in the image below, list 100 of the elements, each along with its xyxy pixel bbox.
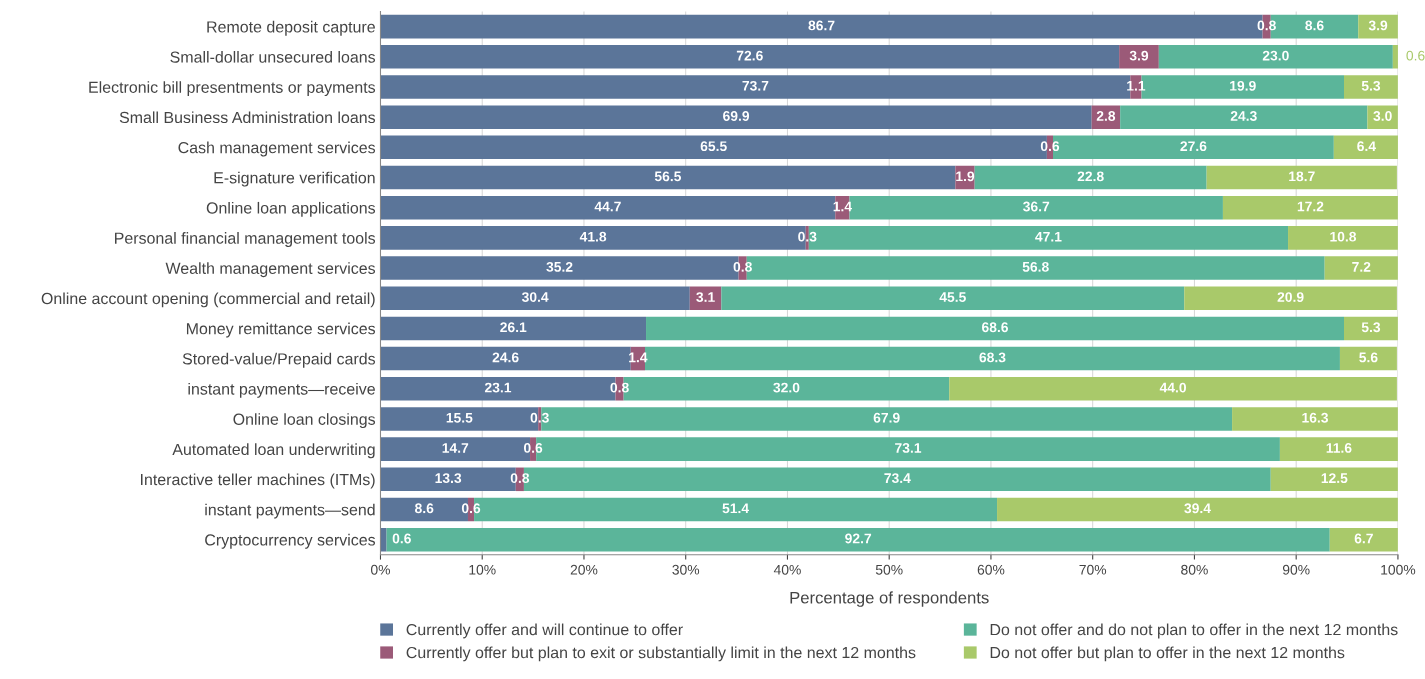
data-label: 0.8	[733, 261, 752, 272]
data-label: 36.7	[1023, 201, 1050, 212]
x-tick-label: 0%	[370, 564, 391, 575]
data-label: 44.0	[1159, 382, 1187, 393]
data-label: 39.4	[1184, 503, 1211, 514]
data-label: 73.7	[742, 80, 769, 91]
data-label: 65.5	[700, 141, 727, 152]
data-label: 15.5	[446, 412, 473, 423]
data-label: 10.8	[1330, 231, 1357, 242]
bar	[380, 105, 1092, 129]
bar	[380, 316, 647, 341]
data-label: 2.8	[1096, 111, 1116, 121]
data-label: 0.6	[1040, 141, 1060, 152]
data-label: 8.6	[415, 503, 434, 514]
y-tick-label: Cash management services	[178, 141, 376, 157]
x-tick-label: 80%	[1181, 564, 1208, 575]
bar	[380, 527, 387, 552]
legend-label: Do not offer and do not plan to offer in the next 12 months	[990, 623, 1398, 639]
bar	[1279, 437, 1398, 461]
data-label: 5.6	[1359, 352, 1378, 363]
data-label: 67.9	[873, 412, 900, 423]
data-label: 35.2	[546, 261, 573, 272]
data-label: 6.4	[1357, 141, 1376, 152]
data-label: 12.5	[1321, 473, 1348, 484]
bar	[1288, 226, 1398, 250]
data-label: 26.1	[500, 322, 527, 333]
y-tick-label: Money remittance services	[186, 322, 376, 338]
data-label: 3.9	[1129, 50, 1149, 61]
x-axis-title: Percentage of respondents	[790, 591, 989, 607]
data-label: 0.6	[523, 443, 543, 453]
data-label: 0.3	[530, 412, 549, 423]
data-label: 73.1	[895, 443, 922, 453]
data-label: 73.4	[884, 473, 911, 484]
legend-label: Currently offer and will continue to offer	[406, 623, 683, 639]
data-label: 45.5	[939, 292, 966, 302]
bar	[1270, 467, 1398, 492]
data-label: 0.8	[610, 382, 629, 393]
data-label: 6.7	[1354, 533, 1373, 544]
data-label: 0.8	[1257, 20, 1276, 31]
data-label: 14.7	[442, 443, 469, 453]
data-label: 5.3	[1361, 322, 1381, 333]
bar	[1339, 346, 1397, 371]
y-tick-label: Online account opening (commercial and retail)	[41, 292, 375, 308]
x-tick-label: 60%	[977, 564, 1005, 575]
x-tick-label: 90%	[1282, 564, 1310, 575]
legend-label: Currently offer but plan to exit or substantially limit in the next 12 months	[406, 646, 916, 662]
x-tick-label: 100%	[1381, 564, 1416, 575]
y-tick-label: Automated loan underwriting	[172, 443, 375, 459]
bar	[949, 377, 1397, 401]
data-label: 0.3	[798, 231, 817, 242]
data-label: 72.6	[736, 50, 763, 61]
y-tick-label: Online loan applications	[206, 201, 376, 217]
data-label: 68.6	[982, 322, 1009, 333]
y-tick-label: Personal financial management tools	[115, 232, 376, 247]
data-label: 56.5	[654, 171, 682, 182]
data-label: 23.0	[1262, 50, 1289, 61]
data-label: 69.9	[723, 111, 750, 121]
bar	[646, 316, 1344, 341]
bar	[1206, 165, 1397, 190]
data-label: 16.3	[1302, 412, 1329, 423]
bar	[689, 286, 722, 310]
data-label: 13.3	[435, 473, 462, 484]
y-tick-label: Small Business Administration loans	[119, 111, 376, 124]
bar	[1232, 407, 1398, 431]
bar	[1119, 45, 1159, 69]
bar	[721, 286, 1185, 310]
data-label: 86.7	[808, 20, 835, 31]
y-tick-label: Online loan closings	[233, 413, 376, 429]
data-label: 56.8	[1022, 261, 1049, 272]
data-label: 30.4	[521, 292, 549, 302]
data-label: 47.1	[1035, 231, 1062, 242]
data-label: 0.6	[392, 533, 411, 544]
bar	[1222, 195, 1398, 220]
bar	[1324, 256, 1398, 280]
data-label: 3.0	[1373, 111, 1392, 121]
data-label: 32.0	[773, 382, 800, 393]
data-label: 44.7	[594, 201, 621, 212]
bar	[386, 527, 1330, 552]
bar	[380, 165, 956, 190]
y-tick-label: Interactive teller machines (ITMs)	[141, 473, 375, 489]
data-label: 24.3	[1230, 111, 1257, 121]
y-tick-label: Stored-value/Prepaid cards	[182, 352, 376, 368]
data-label: 7.2	[1352, 261, 1371, 272]
data-label: 23.1	[484, 382, 512, 393]
bar	[974, 165, 1207, 190]
y-tick-label: Cryptocurrency services	[205, 533, 376, 549]
data-label: 8.6	[1305, 20, 1324, 31]
data-label: 20.9	[1277, 292, 1304, 302]
y-tick-label: Wealth management services	[165, 262, 376, 278]
bar	[1344, 316, 1398, 341]
x-tick-label: 40%	[773, 564, 801, 575]
y-tick-label: instant payments—send	[205, 503, 375, 519]
bar	[1333, 135, 1398, 160]
x-tick-label: 20%	[570, 564, 598, 575]
data-label: 1.9	[956, 171, 975, 182]
data-label: 22.8	[1077, 171, 1104, 182]
x-tick-label: 50%	[875, 564, 903, 575]
legend-label: Do not offer but plan to offer in the next 12 months	[990, 646, 1345, 662]
bar	[380, 346, 631, 371]
y-tick-label: instant payments—receive	[188, 382, 375, 398]
